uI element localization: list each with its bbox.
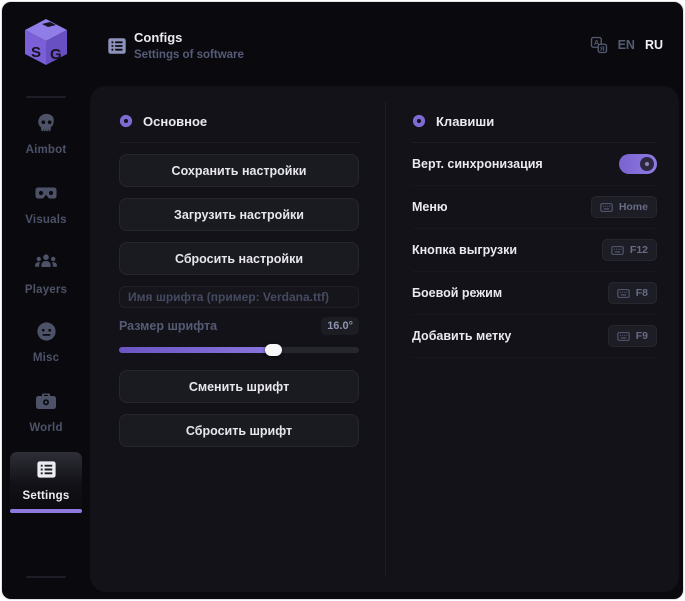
sidebar-item-players[interactable]: Players xyxy=(10,245,82,303)
page-title: Configs xyxy=(134,30,183,45)
vsync-toggle[interactable] xyxy=(619,154,657,174)
keyboard-icon xyxy=(617,288,630,298)
sidebar-divider-bottom xyxy=(26,576,66,578)
save-settings-button[interactable]: Сохранить настройки xyxy=(119,154,359,187)
sidebar-item-label: Settings xyxy=(22,490,70,502)
sidebar-item-settings[interactable]: Settings xyxy=(10,452,82,513)
sidebar: S G Aimbot Visuals Players Misc World Se… xyxy=(2,2,90,599)
svg-text:Я: Я xyxy=(600,46,605,53)
keyboard-icon xyxy=(600,202,613,212)
hotkey-label: Добавить метку xyxy=(412,329,512,343)
hotkey-bind-button[interactable]: Home xyxy=(590,196,657,218)
sidebar-item-label: World xyxy=(29,422,63,434)
language-switcher: A Я EN RU xyxy=(590,36,663,54)
configs-icon xyxy=(108,38,126,54)
vsync-row: Верт. синхронизация xyxy=(412,143,657,186)
lang-ru-button[interactable]: RU xyxy=(644,38,663,52)
reset-settings-button[interactable]: Сбросить настройки xyxy=(119,242,359,275)
gear-icon xyxy=(119,114,133,128)
sidebar-item-aimbot[interactable]: Aimbot xyxy=(10,106,82,164)
hotkey-row-marker: Добавить метку F9 xyxy=(412,315,657,358)
sidebar-item-label: Players xyxy=(24,284,68,296)
vsync-label: Верт. синхронизация xyxy=(412,157,543,171)
section-title: Клавиши xyxy=(436,113,495,129)
toggle-knob xyxy=(640,157,654,171)
section-divider xyxy=(119,142,359,143)
logo-letter-s: S xyxy=(31,44,41,61)
main-panel: Основное Сохранить настройки Загрузить н… xyxy=(90,86,679,592)
translate-icon: A Я xyxy=(590,36,607,54)
hotkey-row-menu: Меню Home xyxy=(412,186,657,229)
list-icon xyxy=(36,461,56,478)
logo-letter-g: G xyxy=(50,46,62,63)
page-subtitle: Settings of software xyxy=(134,49,244,61)
lang-en-button[interactable]: EN xyxy=(617,38,635,52)
svg-text:A: A xyxy=(593,38,599,47)
sidebar-item-visuals[interactable]: Visuals xyxy=(10,175,82,233)
case-icon xyxy=(36,393,56,409)
hotkey-bind-button[interactable]: F8 xyxy=(607,282,657,304)
hotkey-row-unload: Кнопка выгрузки F12 xyxy=(412,229,657,272)
app-logo-icon: S G xyxy=(25,19,67,65)
sidebar-divider-top xyxy=(26,96,66,98)
sidebar-item-label: Aimbot xyxy=(25,144,67,156)
section-divider xyxy=(412,142,657,143)
keys-section: Клавиши Верт. синхронизация Меню Home Кн… xyxy=(412,86,657,358)
hotkey-key: F12 xyxy=(629,244,648,256)
keys-section-header: Клавиши xyxy=(412,113,657,129)
gear-icon xyxy=(412,114,426,128)
keyboard-icon xyxy=(617,331,630,341)
hotkey-key: Home xyxy=(618,201,648,213)
skull-icon xyxy=(37,113,54,132)
section-title: Основное xyxy=(143,113,208,129)
sidebar-item-misc[interactable]: Misc xyxy=(10,314,82,372)
font-size-row: Размер шрифта 16.0° xyxy=(119,317,359,335)
keyboard-icon xyxy=(611,245,624,255)
reset-font-button[interactable]: Сбросить шрифт xyxy=(119,414,359,447)
hotkey-key: F8 xyxy=(635,287,648,299)
hotkey-row-combat: Боевой режим F8 xyxy=(412,272,657,315)
page-header: Configs Settings of software xyxy=(134,30,244,61)
hotkey-label: Меню xyxy=(412,200,448,214)
hotkey-key: F9 xyxy=(635,330,648,342)
general-section-header: Основное xyxy=(119,113,359,129)
hotkey-bind-button[interactable]: F9 xyxy=(607,325,657,347)
sidebar-item-label: Visuals xyxy=(25,214,67,226)
column-divider xyxy=(385,102,386,576)
players-icon xyxy=(35,254,57,267)
hotkey-bind-button[interactable]: F12 xyxy=(601,239,657,261)
font-size-slider[interactable] xyxy=(119,344,359,356)
font-size-label: Размер шрифта xyxy=(119,319,218,333)
hotkey-label: Кнопка выгрузки xyxy=(412,243,518,257)
font-size-slider-knob[interactable] xyxy=(264,344,282,356)
sidebar-item-world[interactable]: World xyxy=(10,383,82,441)
change-font-button[interactable]: Сменить шрифт xyxy=(119,370,359,403)
font-size-value: 16.0° xyxy=(321,317,359,335)
goggles-icon xyxy=(35,187,57,199)
font-size-slider-fill xyxy=(119,347,273,353)
general-section: Основное Сохранить настройки Загрузить н… xyxy=(119,86,359,447)
hotkey-label: Боевой режим xyxy=(412,286,503,300)
face-icon xyxy=(36,322,56,341)
load-settings-button[interactable]: Загрузить настройки xyxy=(119,198,359,231)
active-indicator xyxy=(10,509,82,513)
font-name-input[interactable] xyxy=(119,286,359,308)
sidebar-item-label: Misc xyxy=(32,352,60,364)
